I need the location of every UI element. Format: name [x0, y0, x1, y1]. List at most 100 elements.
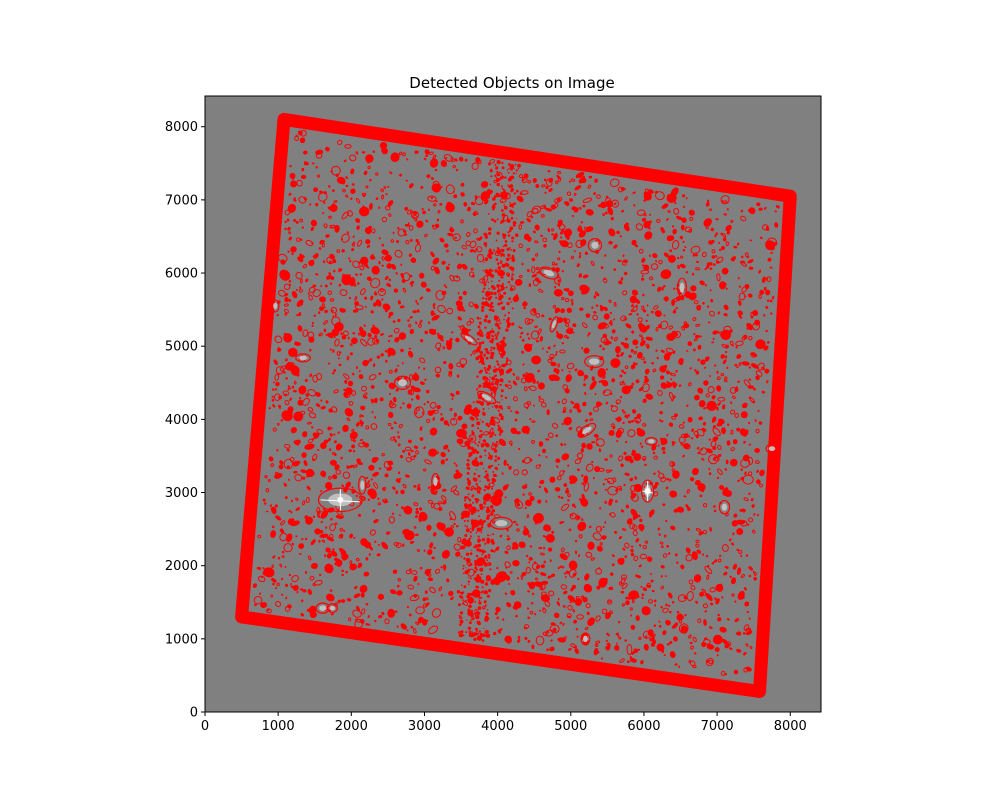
- detection: [539, 464, 542, 467]
- detection: [486, 594, 490, 598]
- detection: [453, 489, 460, 496]
- detection: [458, 156, 464, 162]
- detection: [447, 423, 450, 427]
- detection: [587, 617, 595, 626]
- detection: [537, 328, 542, 335]
- detection: [734, 363, 738, 367]
- detection: [650, 263, 659, 270]
- detection: [507, 311, 510, 314]
- detection: [709, 374, 712, 378]
- detection: [641, 593, 645, 597]
- detection: [405, 179, 408, 182]
- detection: [674, 663, 678, 666]
- detection: [758, 343, 764, 347]
- detection: [467, 576, 470, 579]
- detection: [319, 296, 327, 303]
- detection: [604, 521, 607, 524]
- detection: [302, 263, 308, 269]
- detection: [298, 312, 302, 317]
- detection: [277, 347, 280, 350]
- detection: [560, 236, 563, 239]
- detection: [379, 397, 384, 402]
- detection: [610, 469, 613, 472]
- detection: [624, 455, 633, 462]
- detection: [493, 195, 497, 199]
- detection: [476, 418, 479, 421]
- detection: [490, 340, 494, 344]
- detection: [366, 266, 370, 269]
- detection: [660, 420, 664, 423]
- detection: [365, 425, 370, 430]
- detection: [547, 547, 553, 552]
- detection: [722, 359, 727, 365]
- detection: [555, 458, 561, 464]
- detection: [679, 263, 686, 269]
- detection: [555, 350, 558, 354]
- detection: [388, 315, 391, 319]
- detection: [341, 573, 344, 577]
- detection: [646, 556, 653, 562]
- detection: [756, 202, 761, 207]
- detection: [512, 223, 516, 227]
- detection: [494, 374, 498, 378]
- detection: [329, 459, 337, 466]
- detection: [555, 267, 560, 273]
- detection: [625, 596, 629, 600]
- detection: [358, 369, 361, 373]
- detection: [468, 537, 471, 541]
- detection: [595, 304, 599, 307]
- detection: [417, 241, 420, 245]
- detection: [511, 168, 513, 171]
- detection: [609, 311, 612, 315]
- detection: [360, 405, 366, 411]
- detection: [608, 470, 611, 473]
- detection: [555, 263, 558, 266]
- detection: [492, 346, 496, 350]
- detection: [635, 574, 640, 578]
- detection: [673, 207, 680, 215]
- detection: [484, 555, 488, 559]
- detection: [561, 369, 564, 372]
- detection: [666, 218, 669, 221]
- detection: [460, 555, 463, 558]
- detection: [427, 573, 432, 577]
- detection: [523, 233, 530, 241]
- detection: [711, 403, 714, 406]
- detection: [285, 377, 288, 380]
- detection: [487, 478, 489, 480]
- detection: [491, 406, 494, 408]
- detection: [662, 503, 666, 507]
- detection: [493, 219, 497, 223]
- detection: [377, 502, 382, 506]
- detection: [399, 454, 404, 459]
- detection: [323, 320, 328, 325]
- detection: [455, 525, 459, 528]
- detection: [321, 212, 325, 214]
- detection: [682, 194, 686, 198]
- detection: [587, 332, 591, 335]
- detection: [344, 144, 352, 149]
- detection: [574, 648, 579, 654]
- detection: [497, 262, 500, 266]
- detection: [501, 213, 506, 217]
- detection: [531, 205, 542, 214]
- detection: [507, 231, 510, 234]
- detection: [661, 649, 665, 653]
- detection: [497, 368, 500, 371]
- detection: [349, 533, 353, 539]
- detection: [370, 310, 374, 314]
- detection: [754, 419, 757, 422]
- detection: [503, 459, 507, 466]
- detection: [655, 191, 665, 201]
- detection: [288, 279, 292, 283]
- detection: [487, 456, 491, 460]
- detection: [478, 321, 482, 325]
- detection: [748, 627, 752, 631]
- detection: [491, 432, 495, 435]
- detection: [501, 161, 504, 165]
- detection: [495, 239, 498, 242]
- detection: [413, 454, 417, 458]
- detection: [483, 600, 487, 604]
- detection: [311, 321, 315, 325]
- detection: [477, 606, 482, 610]
